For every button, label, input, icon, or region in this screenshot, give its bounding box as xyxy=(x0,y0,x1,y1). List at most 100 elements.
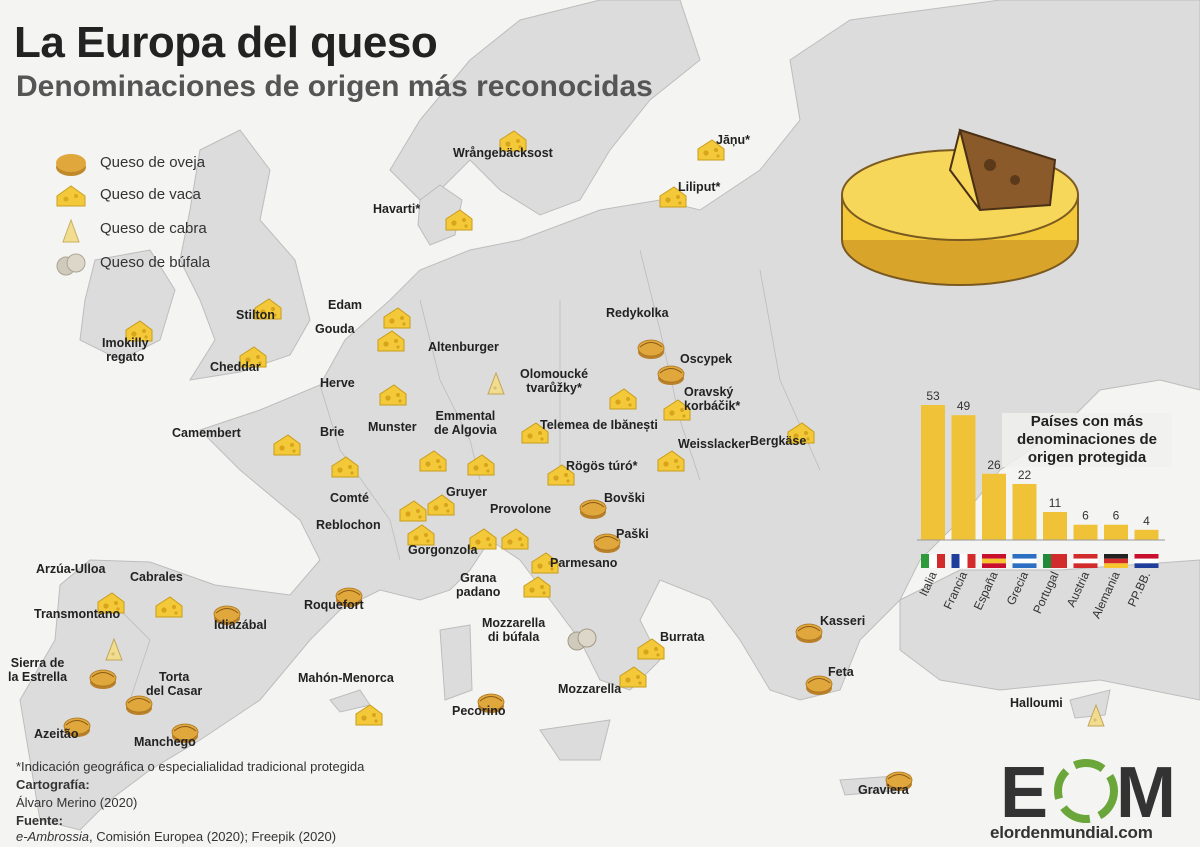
cheese-label: Cabrales xyxy=(130,570,183,584)
cabra-cheese-icon xyxy=(62,218,80,243)
bar-value-label: 49 xyxy=(957,399,971,413)
cheese-label: Pecorino xyxy=(452,704,506,718)
legend-label: Queso de vaca xyxy=(100,186,201,203)
chart-title: Países con más denominaciones de origen … xyxy=(1002,413,1172,467)
cheese-label: Provolone xyxy=(490,502,552,516)
cyprus xyxy=(1069,689,1111,719)
cheese-label: Burrata xyxy=(660,630,705,644)
scandinavia xyxy=(389,0,701,216)
bar-value-label: 26 xyxy=(987,458,1001,472)
vaca-cheese-icon xyxy=(238,344,268,375)
cheese-label: Bergkäse xyxy=(750,434,807,448)
cheese-label: Sierra de la Estrella xyxy=(8,656,68,684)
cheese-label: Comté xyxy=(330,491,369,505)
eom-logo: E M xyxy=(1000,753,1180,845)
cheese-label: Redykolka xyxy=(606,306,669,320)
vaca-cheese-icon xyxy=(498,128,528,159)
vaca-cheese-icon xyxy=(658,184,688,215)
vaca-cheese-icon xyxy=(124,318,154,349)
bar-PP.BB. xyxy=(1134,529,1159,540)
cheese-label: Wrångebäcksost xyxy=(453,146,553,160)
vaca-cheese-icon xyxy=(520,420,550,451)
cheese-label: Grana padano xyxy=(456,571,501,599)
bar-category-label: PP.BB. xyxy=(1125,569,1153,609)
vaca-cheese-icon xyxy=(662,397,692,428)
cheese-label: Mozzarella xyxy=(558,682,622,696)
footnote-source: e-Ambrossia, Comisión Europea (2020); Fr… xyxy=(16,829,336,844)
legend-label: Queso de búfala xyxy=(100,254,211,271)
oveja-cheese-icon xyxy=(656,362,686,391)
flag-icon xyxy=(1043,554,1067,568)
vaca-cheese-icon xyxy=(608,386,638,417)
vaca-cheese-icon xyxy=(398,498,428,529)
flag-icon xyxy=(951,554,976,568)
vaca-cheese-icon xyxy=(426,492,456,523)
bar-chart: 53 Italia 49 Francia 26 España 22 Grecia 11 Portu… xyxy=(916,390,1165,621)
oveja-cheese-icon xyxy=(212,602,242,631)
svg-text:M: M xyxy=(1116,755,1176,825)
footnote-source-label: Fuente: xyxy=(16,813,63,828)
cheese-label: Idiazábal xyxy=(214,618,267,632)
cheese-label: Paški xyxy=(616,527,649,541)
page-subtitle: Denominaciones de origen más reconocidas xyxy=(16,70,653,103)
vaca-cheese-icon xyxy=(636,636,666,667)
bar-España xyxy=(982,473,1006,540)
bar-value-label: 11 xyxy=(1049,496,1062,510)
footnote-note: *Indicación geográfica o especialialidad… xyxy=(16,759,365,774)
cheese-label: Munster xyxy=(368,420,417,434)
vaca-cheese-icon xyxy=(618,664,648,695)
cheese-label: Weisslacker xyxy=(678,437,751,451)
vaca-cheese-icon xyxy=(96,590,126,621)
anatolia xyxy=(899,559,1200,701)
footnote-carto-value: Álvaro Merino (2020) xyxy=(16,795,138,810)
sardinia xyxy=(439,624,473,701)
bar-Alemania xyxy=(1104,524,1128,540)
vaca-cheese-icon xyxy=(378,382,408,413)
oveja-cheese-icon xyxy=(170,720,200,749)
flag-icon xyxy=(1012,554,1037,569)
vaca-cheese-icon xyxy=(354,702,384,733)
cheese-label: Jāņu* xyxy=(716,133,751,147)
oveja-cheese-icon xyxy=(62,714,92,743)
cheese-label: Cheddar xyxy=(210,360,261,374)
bar-value-label: 6 xyxy=(1082,509,1089,523)
cheese-label: Kasseri xyxy=(820,614,866,628)
bar-category-label: Francia xyxy=(941,569,971,611)
bar-category-label: Italia xyxy=(916,569,940,598)
vaca-cheese-icon xyxy=(418,448,448,479)
vaca-cheese-icon xyxy=(466,452,496,483)
cheese-label: Graviera xyxy=(858,783,909,797)
oveja-cheese-icon xyxy=(804,672,834,701)
vaca-cheese-icon xyxy=(444,207,474,238)
vaca-cheese-icon xyxy=(786,420,816,451)
cheese-label: Gorgonzola xyxy=(408,543,478,557)
cabra-cheese-icon xyxy=(102,636,126,667)
eom-site: elordenmundial.com xyxy=(990,823,1153,842)
bar-value-label: 6 xyxy=(1113,509,1120,523)
vaca-cheese-icon xyxy=(696,137,726,168)
vaca-cheese-icon xyxy=(382,305,412,336)
cheese-label: Rögös túró* xyxy=(566,459,638,473)
oveja-cheese-icon xyxy=(578,496,608,525)
cabra-cheese-icon xyxy=(484,370,508,401)
bar-category-label: Portugal xyxy=(1030,569,1062,615)
svg-text:E: E xyxy=(1000,755,1048,825)
bar-Grecia xyxy=(1012,483,1037,540)
oveja-cheese-icon xyxy=(56,154,86,176)
cheese-label: Azeitão xyxy=(34,727,79,741)
legend-item-oveja: Queso de oveja xyxy=(54,150,294,180)
vaca-cheese-icon xyxy=(500,526,530,557)
vaca-cheese-icon xyxy=(154,594,184,625)
cheese-label: Altenburger xyxy=(428,340,499,354)
flag-icon xyxy=(1134,554,1159,569)
oveja-cheese-icon xyxy=(592,530,622,559)
cheese-label: Bovški xyxy=(604,491,645,505)
oveja-cheese-icon xyxy=(88,666,118,695)
cheese-label: Arzúa-Ulloa xyxy=(36,562,106,576)
bar-category-label: Austria xyxy=(1064,569,1093,609)
vaca-cheese-icon xyxy=(530,550,560,581)
vaca-cheese-icon xyxy=(376,328,406,359)
cheese-label: Camembert xyxy=(172,426,241,440)
oveja-cheese-icon xyxy=(334,584,364,613)
